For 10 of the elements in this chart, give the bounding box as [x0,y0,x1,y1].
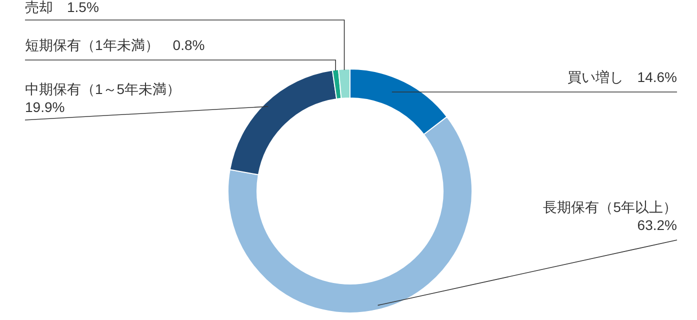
slice-label: 中期保有（1～5年未満） [25,81,181,97]
slice-label: 長期保有（5年以上） [543,199,677,215]
data-label: 63.2% [637,217,677,233]
slice-label: 売却 [25,0,53,15]
slice-label: 短期保有（1年未満） [25,37,159,53]
data-label: 0.8% [172,37,205,53]
data-label: 1.5% [67,0,99,15]
data-label: 19.9% [25,99,65,115]
data-label: 14.6% [637,69,677,85]
slice-label: 買い増し [567,69,624,85]
